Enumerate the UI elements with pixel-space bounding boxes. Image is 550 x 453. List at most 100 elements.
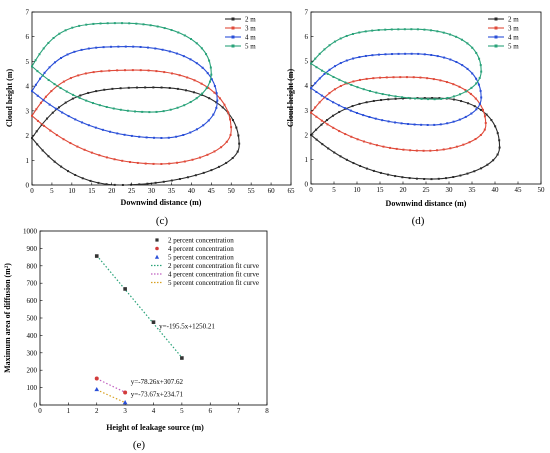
y-tick-label: 1000 <box>23 228 38 236</box>
series-3m-marker <box>445 81 448 84</box>
series-3m-marker <box>98 154 101 157</box>
series-2m-marker <box>315 128 318 131</box>
y-tick-label: 100 <box>27 384 38 392</box>
series-3m-marker <box>481 108 484 111</box>
series-4m-marker <box>355 111 358 114</box>
series-3m-marker <box>92 71 95 74</box>
series-2m-marker <box>146 182 149 185</box>
series-3m-marker <box>90 151 93 154</box>
series-4m-marker <box>320 94 323 97</box>
series-2m-marker <box>459 174 462 177</box>
panel-c-label: (c) <box>156 215 169 227</box>
series-3m-marker <box>129 161 132 164</box>
series-3m-marker <box>402 148 405 151</box>
series-2m-marker <box>380 99 383 102</box>
series-4m-marker <box>358 56 361 59</box>
series-5m-marker <box>460 38 463 41</box>
series-5m-marker <box>455 35 458 38</box>
panel-e-label: (e) <box>133 439 146 451</box>
series-2m-marker <box>74 173 77 176</box>
series-3m-marker <box>436 149 439 152</box>
series-3m-marker <box>207 86 210 89</box>
x-tick-label: 30 <box>446 186 454 194</box>
series-5m-marker <box>368 90 371 93</box>
legend-label: 5 percent concentration fit curve <box>168 279 259 287</box>
series-2m-marker <box>327 147 330 150</box>
series-3m-marker <box>352 80 355 83</box>
series-2m-marker <box>186 176 189 179</box>
series-2m-marker <box>416 97 419 100</box>
panel-d-label: (d) <box>412 215 425 227</box>
series-4m-marker <box>101 128 104 131</box>
series-2m-marker <box>127 86 130 89</box>
x-tick-label: 20 <box>400 186 408 194</box>
series-4m-marker <box>61 111 64 114</box>
series-4m-marker <box>175 135 178 138</box>
x-tick-label: 15 <box>377 186 385 194</box>
y-tick-label: 6 <box>305 33 309 41</box>
series-2m-marker <box>57 106 60 109</box>
series-3m-marker <box>113 158 116 161</box>
series-2m-marker <box>89 179 92 182</box>
series-2m-marker <box>358 102 361 105</box>
series-3m-marker <box>186 76 189 79</box>
series-3m-marker <box>426 77 429 80</box>
series-3m-marker <box>230 126 233 129</box>
series-2m-marker <box>408 177 411 180</box>
series-2m-marker <box>492 159 495 162</box>
series-2m-marker <box>394 175 397 178</box>
series-5m-marker <box>156 25 159 28</box>
series-3m-marker <box>389 146 392 149</box>
data-point-1 <box>123 390 128 395</box>
series-3m-marker <box>474 97 477 100</box>
legend-label: 5 m <box>245 43 256 51</box>
series-5m-marker <box>436 30 439 33</box>
series-2m-marker <box>135 86 138 89</box>
series-4m-marker <box>189 131 192 134</box>
x-tick-label: 50 <box>538 186 546 194</box>
series-4m-marker <box>337 104 340 107</box>
series-4m-marker <box>182 133 185 136</box>
x-tick-label: 10 <box>68 187 76 195</box>
legend-marker <box>231 17 235 21</box>
series-2m-marker <box>365 101 368 104</box>
y-tick-label: 5 <box>26 58 30 66</box>
series-3m-marker <box>199 156 202 159</box>
series-3m-marker <box>310 111 312 114</box>
x-tick-label: 45 <box>515 186 523 194</box>
series-4m-marker <box>407 123 410 126</box>
series-4m-marker <box>87 124 90 127</box>
series-3m-marker <box>395 147 398 150</box>
series-3m-marker <box>350 135 353 138</box>
series-2m-marker <box>372 169 375 172</box>
series-2m-marker <box>415 177 418 180</box>
series-4m-marker <box>215 92 218 95</box>
series-4m-line <box>31 46 218 139</box>
panel-c-ylabel: Cloud height (m) <box>5 69 14 128</box>
data-point-0 <box>94 254 99 258</box>
series-5m-marker <box>478 76 481 79</box>
y-tick-label: 2 <box>305 131 309 139</box>
x-tick-label: 8 <box>265 407 269 415</box>
series-4m-marker <box>152 136 155 139</box>
series-4m-marker <box>34 83 37 86</box>
y-tick-label: 2 <box>26 132 30 140</box>
series-4m-marker <box>449 58 452 61</box>
panel-d-xlabel: Downwind distance (m) <box>386 199 467 208</box>
series-3m-marker <box>369 142 372 145</box>
series-2m-marker <box>31 137 33 139</box>
series-4m-marker <box>362 114 365 117</box>
series-2m-marker <box>210 169 213 172</box>
y-tick-label: 7 <box>305 9 309 17</box>
y-tick-label: 600 <box>27 297 38 305</box>
series-4m-marker <box>168 50 171 53</box>
series-5m-marker <box>195 42 198 45</box>
series-3m-marker <box>432 78 435 81</box>
series-5m-marker <box>42 47 45 50</box>
legend-marker <box>155 238 159 242</box>
series-2m-marker <box>53 160 56 163</box>
series-3m-marker <box>69 142 72 145</box>
series-4m-marker <box>478 102 481 105</box>
series-5m-marker <box>183 104 186 107</box>
series-2m-marker <box>217 165 220 168</box>
